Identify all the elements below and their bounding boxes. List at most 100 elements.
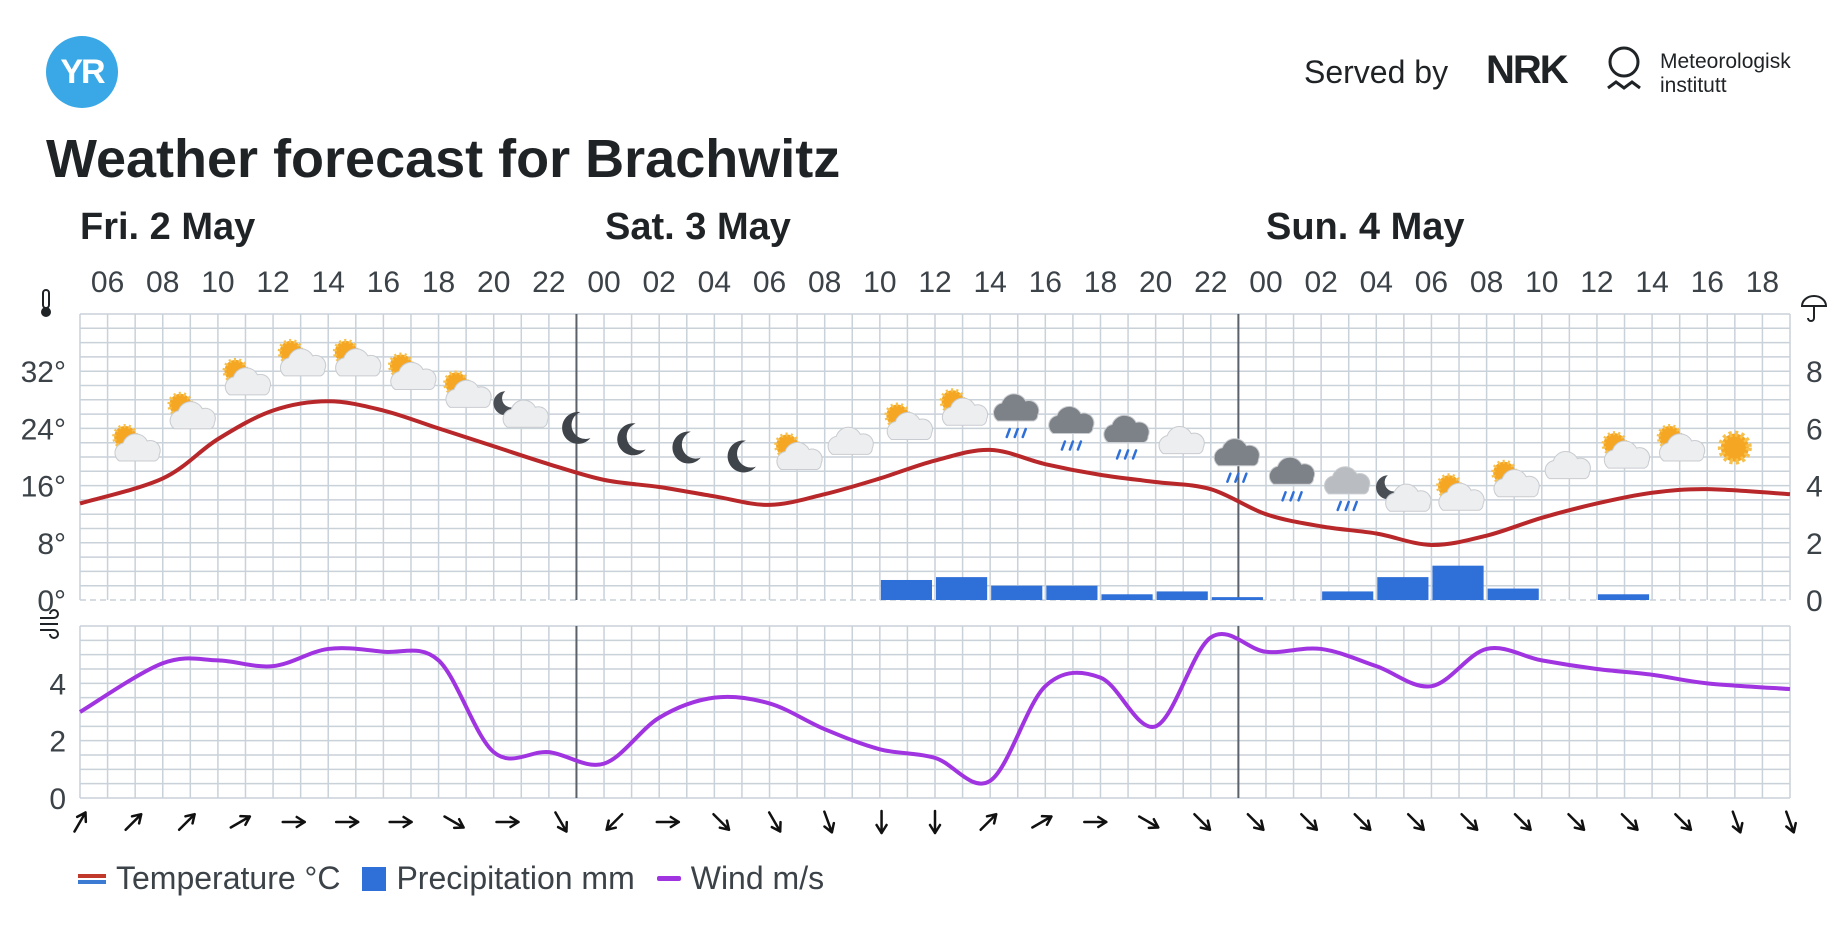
wind-direction-arrow [1620,812,1639,832]
hour-tick-label: 14 [1635,266,1668,299]
wind-direction-arrow [1567,812,1586,832]
hour-tick-label: 20 [477,266,510,299]
legend-precipitation-label: Precipitation mm [396,860,635,896]
hour-tick-label: 08 [1470,266,1503,299]
hour-tick-label: 22 [532,266,565,299]
hour-tick-label: 04 [1360,266,1393,299]
hour-tick-label: 06 [91,266,124,299]
precipitation-tick-label: 6 [1806,413,1823,446]
precipitation-tick-label: 0 [1806,585,1823,618]
hour-tick-label: 08 [808,266,841,299]
cloudy-icon [1544,451,1591,480]
clear-night-icon [672,431,701,464]
partly-cloudy-night-icon [493,391,549,428]
temperature-tick-label: 0° [37,585,66,618]
hour-tick-label: 10 [863,266,896,299]
rain-icon [1213,438,1260,483]
hour-tick-label: 12 [1580,266,1613,299]
hour-tick-label: 18 [1746,266,1779,299]
precipitation-bar [1487,588,1539,600]
light-rain-icon [1324,466,1371,512]
wind-direction-arrow [177,812,196,832]
precipitation-bar [880,579,932,600]
precipitation-bar [936,577,988,600]
hour-tick-label: 02 [643,266,676,299]
met-institute-name: Meteorologisk institutt [1660,50,1848,98]
partly-cloudy-day-icon [884,402,933,441]
partly-cloudy-day-icon [277,338,327,377]
precipitation-bar [1377,577,1429,600]
partly-cloudy-day-icon [222,357,272,396]
umbrella-icon [1800,295,1828,322]
hour-tick-label: 20 [1139,266,1172,299]
hour-tick-label: 14 [973,266,1006,299]
partly-cloudy-day-icon [1436,473,1485,511]
hour-tick-label: 18 [422,266,455,299]
partly-cloudy-day-icon [939,388,989,426]
rain-icon [993,393,1040,439]
partly-cloudy-day-icon [112,423,161,462]
wind-direction-arrow [1731,810,1744,834]
precipitation-swatch [362,866,387,891]
wind-direction-arrow [1083,815,1108,829]
thermometer-icon [41,289,51,317]
hour-tick-label: 16 [1691,266,1724,299]
wind-direction-arrow [1193,812,1212,832]
hour-tick-label: 18 [1084,266,1117,299]
wind-direction-arrow [1353,812,1372,832]
day-label-sat: Sat. 3 May [605,206,791,248]
wind-direction-arrow [388,815,413,829]
wind-direction-arrow [1300,812,1319,832]
partly-cloudy-day-icon [443,370,492,408]
precipitation-tick-label: 2 [1806,528,1823,561]
clear-night-icon [727,440,756,473]
wind-direction-arrow [1406,812,1425,832]
legend-wind: Wind m/s [656,860,825,897]
rain-icon [1048,405,1095,451]
temperature-tick-label: 16° [21,471,66,504]
met-name-line1: Meteorologisk [1660,50,1791,73]
cloudy-icon [827,426,874,455]
partly-cloudy-day-icon [1656,423,1706,462]
clear-night-icon [562,411,591,444]
cloudy-icon [1158,425,1205,455]
partly-cloudy-day-icon [167,391,216,430]
hour-tick-label: 10 [1525,266,1558,299]
day-label-fri: Fri. 2 May [80,206,256,248]
temperature-tick-label: 32° [21,356,66,389]
temperature-tick-label: 24° [21,413,66,446]
wind-direction-arrow [712,812,731,832]
legend-temperature: Temperature °C [78,860,340,897]
yr-logo[interactable]: YR [46,36,118,108]
hour-tick-label: 02 [1304,266,1337,299]
nrk-logo[interactable]: NRK [1486,48,1569,92]
wind-direction-arrow [124,812,143,832]
met-institute-icon[interactable] [1604,44,1644,100]
precipitation-bar [1046,585,1098,600]
partly-cloudy-day-icon [1491,459,1540,498]
precipitation-bar [991,585,1043,600]
hour-tick-label: 16 [1029,266,1062,299]
hour-tick-label: 22 [1194,266,1227,299]
partly-cloudy-day-icon [1601,431,1651,469]
wind-tick-label: 4 [49,668,66,701]
temperature-line [79,399,1791,547]
precipitation-tick-label: 4 [1806,471,1823,504]
rain-icon [1103,414,1150,460]
hour-tick-label: 10 [201,266,234,299]
met-name-line2: institutt [1660,74,1727,97]
wind-direction-arrow [928,809,942,835]
hour-tick-label: 16 [367,266,400,299]
day-label-sun: Sun. 4 May [1266,206,1465,248]
temperature-swatch [78,873,106,884]
temperature-tick-label: 8° [37,528,66,561]
wind-line [78,632,1791,786]
wind-icon [40,609,59,639]
hour-tick-label: 12 [256,266,289,299]
legend: Temperature °C Precipitation mm Wind m/s [78,860,846,897]
legend-wind-label: Wind m/s [690,860,825,896]
wind-direction-arrow [1784,810,1797,834]
precipitation-bar [1101,594,1153,600]
wind-direction-arrow [334,815,360,829]
precipitation-tick-label: 8 [1806,356,1823,389]
